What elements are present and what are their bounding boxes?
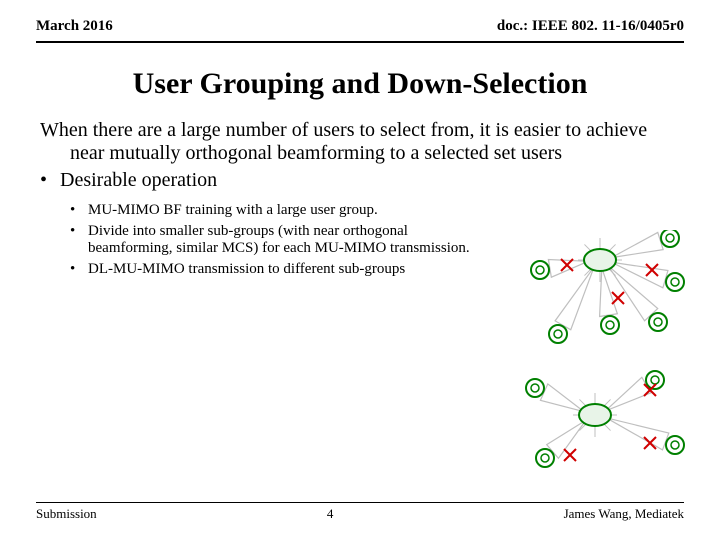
footer-left: Submission (36, 506, 97, 522)
sub-bullet-1: • Divide into smaller sub-groups (with n… (70, 223, 470, 257)
sub-bullet-text: DL-MU-MIMO transmission to different sub… (88, 261, 405, 278)
header-underline (36, 41, 684, 43)
paragraph-1: When there are a large number of users t… (40, 119, 680, 165)
header-doc: doc.: IEEE 802. 11-16/0405r0 (497, 18, 684, 35)
sub-bullet-2: • DL-MU-MIMO transmission to different s… (70, 261, 470, 278)
footer-author: James Wang, Mediatek (564, 506, 684, 522)
body-text-area: When there are a large number of users t… (0, 119, 720, 192)
bullet-desirable-text: Desirable operation (60, 169, 217, 192)
header-date: March 2016 (36, 18, 113, 35)
bullet-dot-icon: • (70, 202, 88, 219)
beamforming-diagram (480, 230, 700, 490)
sub-bullet-text: MU-MIMO BF training with a large user gr… (88, 202, 378, 219)
slide-title: User Grouping and Down-Selection (0, 67, 720, 101)
bullet-dot-icon: • (70, 261, 88, 278)
sub-bullet-text: Divide into smaller sub-groups (with nea… (88, 223, 470, 257)
slide-header: March 2016 doc.: IEEE 802. 11-16/0405r0 (0, 0, 720, 41)
bullet-dot-icon: • (70, 223, 88, 257)
bullet-dot-icon: • (40, 169, 60, 192)
bullet-desirable: • Desirable operation (40, 169, 680, 192)
footer-page-number: 4 (327, 506, 334, 522)
slide-footer: Submission 4 James Wang, Mediatek (0, 502, 720, 522)
sub-bullet-0: • MU-MIMO BF training with a large user … (70, 202, 470, 219)
footer-line (36, 502, 684, 503)
sub-bullet-list: • MU-MIMO BF training with a large user … (0, 202, 470, 278)
